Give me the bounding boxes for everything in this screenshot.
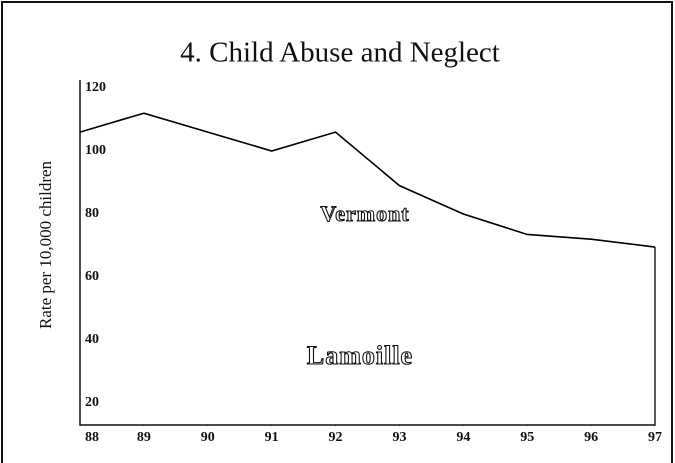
y-tick-label: 100 xyxy=(85,143,106,158)
x-tick-label: 94 xyxy=(456,430,470,445)
chart-title: 4. Child Abuse and Neglect xyxy=(180,37,500,69)
x-tick-label: 96 xyxy=(584,430,598,445)
x-tick-label: 88 xyxy=(85,430,99,445)
series-label: Vermont xyxy=(320,201,409,226)
y-tick-label: 40 xyxy=(85,332,99,347)
x-tick-label: 95 xyxy=(520,430,534,445)
y-tick-label: 80 xyxy=(85,206,99,221)
x-tick-label: 89 xyxy=(137,430,151,445)
x-tick-label: 97 xyxy=(648,430,662,445)
series-line xyxy=(79,112,656,248)
y-tick-label: 120 xyxy=(85,80,106,95)
y-tick-label: 60 xyxy=(85,269,99,284)
annotation: Lamoille xyxy=(307,341,413,370)
x-tick-label: 91 xyxy=(265,430,279,445)
x-tick-label: 92 xyxy=(329,430,343,445)
x-tick-label: 93 xyxy=(392,430,406,445)
y-tick-label: 20 xyxy=(85,395,99,410)
y-axis-label: Rate per 10,000 children xyxy=(36,160,55,329)
x-tick-label: 90 xyxy=(201,430,215,445)
